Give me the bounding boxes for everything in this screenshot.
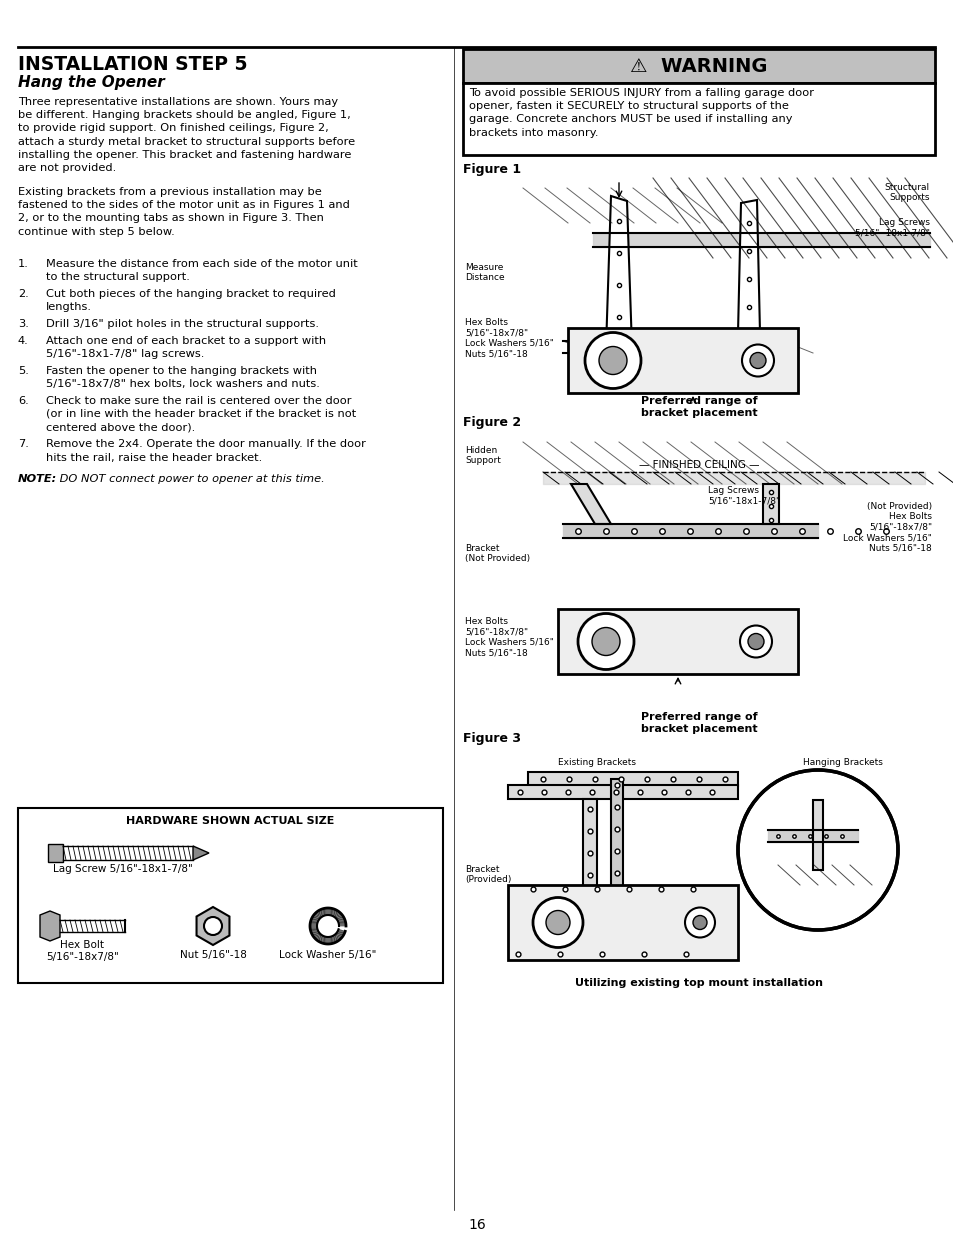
Polygon shape bbox=[571, 484, 610, 524]
Text: Bracket
(Provided): Bracket (Provided) bbox=[464, 864, 511, 884]
Text: Bracket
(Not Provided): Bracket (Not Provided) bbox=[464, 543, 530, 563]
Circle shape bbox=[738, 769, 897, 930]
Text: (Not Provided)
Hex Bolts
5/16"-18x7/8"
Lock Washers 5/16"
Nuts 5/16"-18: (Not Provided) Hex Bolts 5/16"-18x7/8" L… bbox=[842, 501, 931, 552]
Text: Check to make sure the rail is centered over the door: Check to make sure the rail is centered … bbox=[46, 395, 351, 405]
Text: Hex Bolt
5/16"-18x7/8": Hex Bolt 5/16"-18x7/8" bbox=[46, 940, 119, 962]
Bar bbox=[462, 83, 934, 156]
Circle shape bbox=[545, 910, 569, 935]
Text: Figure 3: Figure 3 bbox=[462, 732, 520, 745]
Text: Hang the Opener: Hang the Opener bbox=[18, 75, 165, 90]
Text: 1.: 1. bbox=[18, 259, 29, 269]
Text: Cut both pieces of the hanging bracket to required: Cut both pieces of the hanging bracket t… bbox=[46, 289, 335, 299]
Circle shape bbox=[598, 347, 626, 374]
Circle shape bbox=[692, 915, 706, 930]
Text: Drill 3/16" pilot holes in the structural supports.: Drill 3/16" pilot holes in the structura… bbox=[46, 319, 318, 329]
Text: 5.: 5. bbox=[18, 366, 29, 375]
Text: ⚠  WARNING: ⚠ WARNING bbox=[630, 57, 767, 75]
Text: Utilizing existing top mount installation: Utilizing existing top mount installatio… bbox=[575, 978, 822, 988]
Text: 5/16"-18x7/8" hex bolts, lock washers and nuts.: 5/16"-18x7/8" hex bolts, lock washers an… bbox=[46, 379, 319, 389]
Text: Hanging Brackets: Hanging Brackets bbox=[802, 758, 882, 767]
Text: Lag Screws
5/16"-18x1-7/8": Lag Screws 5/16"-18x1-7/8" bbox=[708, 487, 780, 505]
Text: 6.: 6. bbox=[18, 395, 29, 405]
Text: Measure
Distance: Measure Distance bbox=[464, 263, 504, 283]
Bar bbox=[582, 799, 597, 905]
Text: Hex Bolts
5/16"-18x7/8"
Lock Washers 5/16"
Nuts 5/16"-18: Hex Bolts 5/16"-18x7/8" Lock Washers 5/1… bbox=[464, 618, 554, 657]
Text: Three representative installations are shown. Yours may
be different. Hanging br: Three representative installations are s… bbox=[18, 98, 355, 173]
Bar bbox=[462, 49, 934, 83]
Text: Lag Screws
5/16"- 18x1-7/8": Lag Screws 5/16"- 18x1-7/8" bbox=[854, 219, 929, 237]
Circle shape bbox=[740, 625, 771, 657]
Circle shape bbox=[204, 918, 222, 935]
Text: Hex Bolts
5/16"-18x7/8"
Lock Washers 5/16"
Nuts 5/16"-18: Hex Bolts 5/16"-18x7/8" Lock Washers 5/1… bbox=[464, 317, 554, 358]
Text: Figure 2: Figure 2 bbox=[462, 416, 520, 429]
Text: 7.: 7. bbox=[18, 438, 29, 450]
Text: Remove the 2x4. Operate the door manually. If the door: Remove the 2x4. Operate the door manuall… bbox=[46, 438, 366, 450]
Text: 4.: 4. bbox=[18, 336, 29, 346]
Text: — FINISHED CEILING —: — FINISHED CEILING — bbox=[639, 459, 759, 471]
Text: To avoid possible SERIOUS INJURY from a falling garage door
opener, fasten it SE: To avoid possible SERIOUS INJURY from a … bbox=[469, 88, 813, 137]
Circle shape bbox=[592, 627, 619, 656]
Polygon shape bbox=[738, 200, 760, 333]
Text: Lock Washer 5/16": Lock Washer 5/16" bbox=[279, 950, 376, 960]
Circle shape bbox=[747, 634, 763, 650]
Bar bbox=[610, 779, 622, 910]
Bar bbox=[558, 609, 797, 674]
Circle shape bbox=[533, 898, 582, 947]
Text: Lag Screw 5/16"-18x1-7/8": Lag Screw 5/16"-18x1-7/8" bbox=[53, 864, 193, 874]
Text: DO NOT connect power to opener at this time.: DO NOT connect power to opener at this t… bbox=[56, 474, 324, 484]
Bar bbox=[48, 844, 63, 862]
Polygon shape bbox=[196, 906, 230, 945]
Text: 2.: 2. bbox=[18, 289, 29, 299]
Text: 16: 16 bbox=[468, 1218, 485, 1233]
Text: Fasten the opener to the hanging brackets with: Fasten the opener to the hanging bracket… bbox=[46, 366, 316, 375]
Bar bbox=[507, 785, 738, 799]
Polygon shape bbox=[193, 846, 209, 860]
Text: 5/16"-18x1-7/8" lag screws.: 5/16"-18x1-7/8" lag screws. bbox=[46, 350, 204, 359]
Text: HARDWARE SHOWN ACTUAL SIZE: HARDWARE SHOWN ACTUAL SIZE bbox=[126, 816, 335, 826]
Text: NOTE:: NOTE: bbox=[18, 474, 57, 484]
Circle shape bbox=[749, 352, 765, 368]
Text: hits the rail, raise the header bracket.: hits the rail, raise the header bracket. bbox=[46, 452, 262, 462]
Text: Existing brackets from a previous installation may be
fastened to the sides of t: Existing brackets from a previous instal… bbox=[18, 186, 350, 237]
Bar bbox=[567, 329, 797, 393]
Text: Figure 1: Figure 1 bbox=[462, 163, 520, 177]
Bar bbox=[507, 885, 738, 960]
Text: centered above the door).: centered above the door). bbox=[46, 422, 195, 432]
Bar bbox=[762, 484, 779, 524]
Text: Measure the distance from each side of the motor unit: Measure the distance from each side of t… bbox=[46, 259, 357, 269]
Text: Existing Brackets: Existing Brackets bbox=[558, 758, 636, 767]
Polygon shape bbox=[605, 196, 631, 348]
Text: Preferred range of
bracket placement: Preferred range of bracket placement bbox=[640, 396, 757, 417]
Circle shape bbox=[684, 908, 714, 937]
Circle shape bbox=[578, 614, 634, 669]
Text: (or in line with the header bracket if the bracket is not: (or in line with the header bracket if t… bbox=[46, 409, 355, 419]
Bar bbox=[527, 772, 738, 785]
Circle shape bbox=[741, 345, 773, 377]
Text: Hidden
Support: Hidden Support bbox=[464, 446, 500, 466]
Text: Preferred range of
bracket placement: Preferred range of bracket placement bbox=[640, 713, 757, 734]
Text: Structural
Supports: Structural Supports bbox=[884, 183, 929, 203]
Text: lengths.: lengths. bbox=[46, 303, 91, 312]
Text: Nut 5/16"-18: Nut 5/16"-18 bbox=[179, 950, 246, 960]
Polygon shape bbox=[40, 911, 60, 941]
Text: INSTALLATION STEP 5: INSTALLATION STEP 5 bbox=[18, 56, 247, 74]
Text: Attach one end of each bracket to a support with: Attach one end of each bracket to a supp… bbox=[46, 336, 326, 346]
Bar bbox=[812, 800, 822, 869]
Circle shape bbox=[584, 332, 640, 389]
Text: 3.: 3. bbox=[18, 319, 29, 329]
Text: to the structural support.: to the structural support. bbox=[46, 273, 190, 283]
Bar bbox=[18, 808, 442, 983]
